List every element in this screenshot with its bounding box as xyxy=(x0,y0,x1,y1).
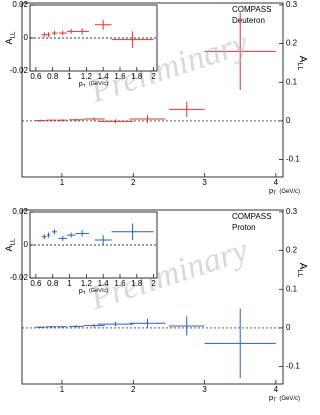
y-tick-label: -0.02 xyxy=(10,273,29,282)
label-sub: LL xyxy=(9,238,16,246)
x-tick-label: 3 xyxy=(202,178,207,187)
x-tick-label: 2 xyxy=(151,279,156,288)
label-main: A xyxy=(297,263,307,270)
label-main: A xyxy=(4,39,14,45)
figure: 1234-0.100.10.20.3pT(GeV/c)ALLCOMPASSDeu… xyxy=(4,0,307,404)
y-tick-label: 0.3 xyxy=(286,207,298,216)
annotation: COMPASS xyxy=(232,5,271,14)
x-tick-label: 1.2 xyxy=(81,72,93,81)
y-tick-label: -0.02 xyxy=(10,66,29,75)
x-tick-label: 1 xyxy=(60,385,65,394)
y-tick-label: 0.1 xyxy=(286,77,298,86)
label-unit: (GeV/c) xyxy=(279,396,300,402)
label-sub: LL xyxy=(9,31,16,39)
label-unit: (GeV/c) xyxy=(89,81,108,87)
x-axis-label: pT (GeV/c) xyxy=(79,81,108,90)
y-tick-label: 0.3 xyxy=(286,0,298,9)
y-tick-label: 0.2 xyxy=(286,39,298,48)
x-axis-label: pT (GeV/c) xyxy=(79,288,108,297)
x-axis-label: pT (GeV/c) xyxy=(269,186,300,197)
label-sub: T xyxy=(273,398,277,404)
label-unit: (GeV/c) xyxy=(279,189,300,195)
inset-frame xyxy=(29,211,158,279)
x-tick-label: 3 xyxy=(202,385,207,394)
label-main: p xyxy=(269,186,273,195)
x-tick-label: 1.8 xyxy=(131,279,143,288)
y-tick-label: 0 xyxy=(286,116,291,125)
label-main: p xyxy=(269,393,273,402)
annotation: Proton xyxy=(232,223,256,232)
annotation: COMPASS xyxy=(232,212,271,221)
y-tick-label: -0.1 xyxy=(286,362,300,371)
x-tick-label: 4 xyxy=(274,385,279,394)
y-axis-label: ALL xyxy=(296,263,307,278)
x-tick-label: 1 xyxy=(67,72,72,81)
label-main: A xyxy=(4,246,14,252)
y-tick-label: 0 xyxy=(24,240,29,249)
x-tick-label: 2 xyxy=(131,385,136,394)
x-tick-label: 0.8 xyxy=(47,72,59,81)
x-tick-label: 2 xyxy=(131,178,136,187)
x-tick-label: 2 xyxy=(151,72,156,81)
x-tick-label: 1.4 xyxy=(98,72,110,81)
label-main: p xyxy=(79,288,83,295)
x-tick-label: 0.6 xyxy=(30,72,42,81)
x-tick-label: 0.6 xyxy=(30,279,42,288)
x-tick-label: 1 xyxy=(60,178,65,187)
x-tick-label: 0.8 xyxy=(47,279,59,288)
y-tick-label: 0.02 xyxy=(12,0,28,9)
y-axis-label: ALL xyxy=(296,56,307,71)
label-sub: T xyxy=(83,290,86,296)
x-tick-label: 1 xyxy=(67,279,72,288)
x-tick-label: 1.8 xyxy=(131,72,143,81)
y-axis-label: ALL xyxy=(4,238,16,252)
y-tick-label: 0.1 xyxy=(286,284,298,293)
y-tick-label: 0.2 xyxy=(286,246,298,255)
x-axis-label: pT (GeV/c) xyxy=(269,393,300,404)
inset-frame xyxy=(29,4,158,72)
y-tick-label: 0.02 xyxy=(12,207,28,216)
x-tick-label: 1.4 xyxy=(98,279,110,288)
y-axis-label: ALL xyxy=(4,31,16,45)
annotation: Deuteron xyxy=(232,16,265,25)
label-unit: (GeV/c) xyxy=(89,288,108,294)
label-sub: T xyxy=(83,83,86,89)
label-sub: T xyxy=(273,191,277,197)
label-sub: LL xyxy=(296,269,303,277)
y-tick-label: 0 xyxy=(286,323,291,332)
label-sub: LL xyxy=(296,62,303,70)
x-tick-label: 1.2 xyxy=(81,279,93,288)
x-tick-label: 4 xyxy=(274,178,279,187)
y-tick-label: 0 xyxy=(24,33,29,42)
label-main: p xyxy=(79,81,83,88)
y-tick-label: -0.1 xyxy=(286,155,300,164)
label-main: A xyxy=(297,56,307,63)
x-tick-label: 1.6 xyxy=(114,279,126,288)
x-tick-label: 1.6 xyxy=(114,72,126,81)
